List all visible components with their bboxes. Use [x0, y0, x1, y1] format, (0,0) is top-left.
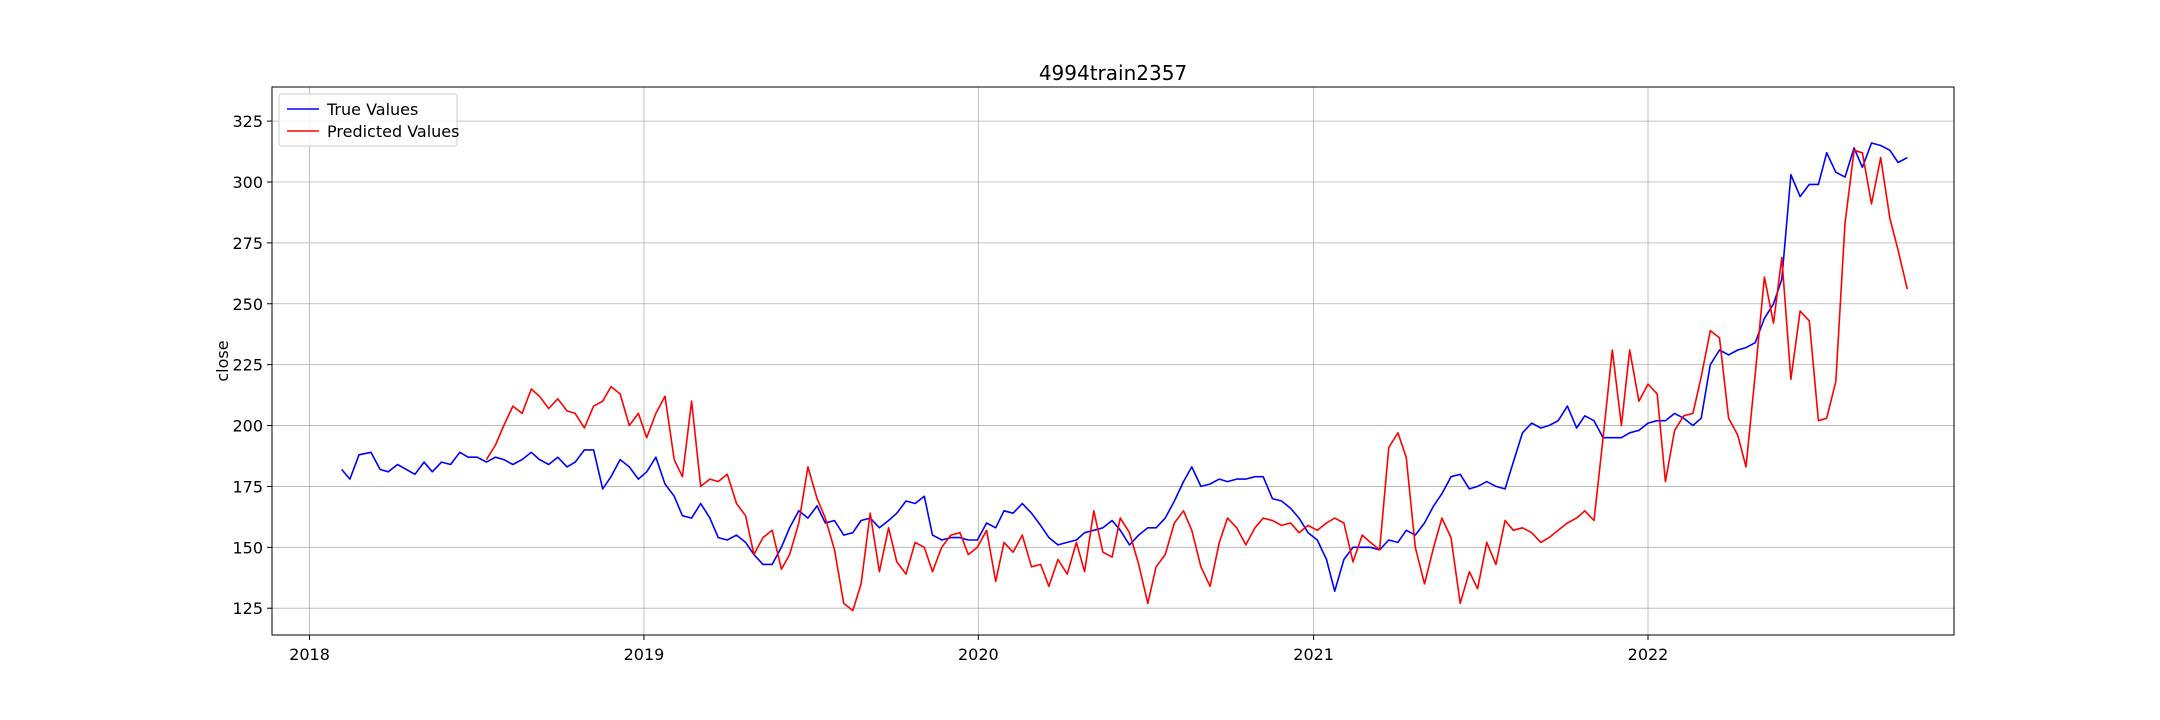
- y-tick-label: 250: [232, 295, 263, 314]
- y-tick-label: 175: [232, 477, 263, 496]
- x-tick-label: 2021: [1293, 645, 1334, 664]
- y-axis-title: close: [213, 340, 232, 381]
- y-tick-label: 275: [232, 234, 263, 253]
- y-tick-label: 325: [232, 112, 263, 131]
- y-tick-label: 125: [232, 599, 263, 618]
- plot-frame: [271, 86, 1955, 636]
- series-line-predicted-values: [485, 149, 1909, 612]
- series-line-true-values: [340, 142, 1908, 593]
- chart-title: 4994train2357: [1039, 61, 1187, 85]
- x-tick-label: 2019: [624, 645, 665, 664]
- ticks: 2018 2019 2020 2021 2022 125 150 175 200 225 250 27…: [232, 112, 1668, 664]
- legend-label: Predicted Values: [327, 122, 459, 141]
- legend: True Values Predicted Values: [278, 93, 459, 147]
- y-tick-label: 200: [232, 417, 263, 436]
- legend-label: True Values: [326, 100, 418, 119]
- y-tick-label: 225: [232, 356, 263, 375]
- y-tick-label: 150: [232, 538, 263, 557]
- grid: [272, 87, 1954, 635]
- x-tick-label: 2018: [289, 645, 330, 664]
- x-tick-label: 2020: [958, 645, 999, 664]
- x-tick-label: 2022: [1628, 645, 1669, 664]
- legend-box: [278, 93, 458, 147]
- y-tick-label: 300: [232, 173, 263, 192]
- series-layer: [340, 142, 1909, 612]
